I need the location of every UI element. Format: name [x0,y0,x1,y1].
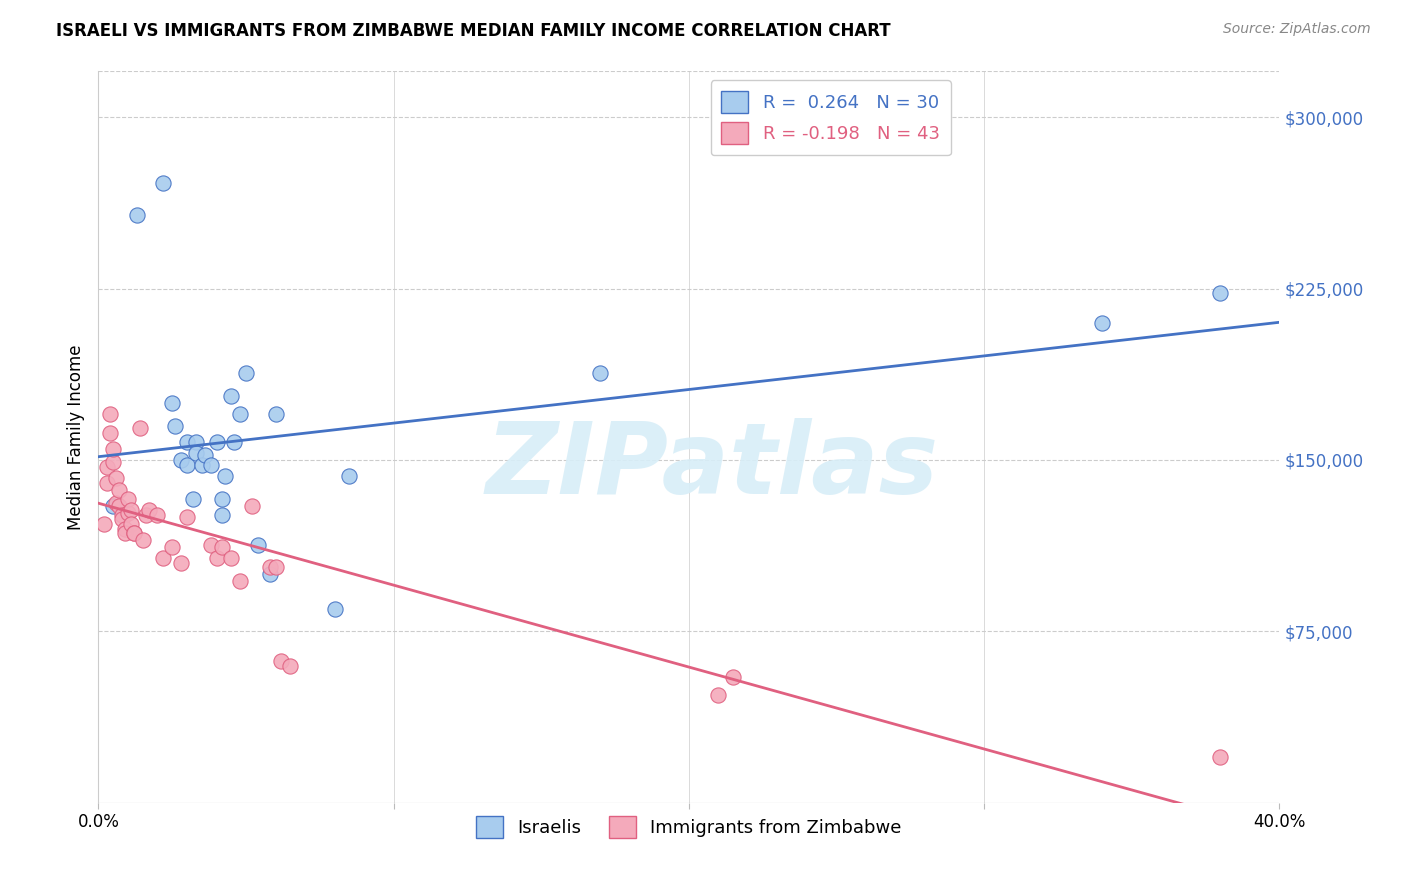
Point [176,434,198,449]
Point [184,446,207,460]
Text: ZIPatlas: ZIPatlas [486,417,939,515]
Point [108,499,131,513]
Point [146,508,169,522]
Point [111,512,134,526]
Point [120,516,142,531]
Point [205,434,228,449]
Point [96,475,118,490]
Point [128,421,150,435]
Point [170,453,193,467]
Point [162,396,183,410]
Point [224,434,246,449]
Point [259,567,281,582]
Point [117,506,139,520]
Point [1091,316,1114,330]
Point [132,533,155,547]
Point [259,560,281,574]
Point [114,521,136,535]
Point [229,574,252,588]
Point [122,526,145,541]
Point [103,442,125,456]
Point [339,469,361,483]
Point [111,508,134,522]
Point [114,526,136,541]
Point [176,458,198,472]
Point [138,503,160,517]
Point [246,537,269,551]
Point [98,425,121,440]
Point [1209,286,1232,301]
Point [214,469,236,483]
Point [323,601,346,615]
Point [181,491,204,506]
Point [165,418,187,433]
Point [205,551,228,566]
Point [707,689,730,703]
Point [105,471,128,485]
Point [122,526,145,541]
Point [200,458,222,472]
Point [280,658,302,673]
Point [211,540,233,554]
Point [221,389,243,403]
Point [589,366,612,380]
Point [152,177,174,191]
Point [108,483,131,497]
Legend: Israelis, Immigrants from Zimbabwe: Israelis, Immigrants from Zimbabwe [470,808,908,845]
Point [221,551,243,566]
Point [184,434,207,449]
Point [152,551,174,566]
Point [264,407,287,421]
Point [117,491,139,506]
Point [191,458,214,472]
Point [93,516,115,531]
Point [170,556,193,570]
Point [270,654,292,668]
Point [176,510,198,524]
Point [96,459,118,474]
Point [135,508,157,522]
Point [105,496,128,510]
Point [103,499,125,513]
Point [211,491,233,506]
Point [162,540,183,554]
Point [229,407,252,421]
Point [235,366,257,380]
Point [1209,750,1232,764]
Point [211,508,233,522]
Point [125,208,148,222]
Point [120,503,142,517]
Point [194,448,217,462]
Point [723,670,745,684]
Point [264,560,287,574]
Y-axis label: Median Family Income: Median Family Income [67,344,86,530]
Point [98,407,121,421]
Text: ISRAELI VS IMMIGRANTS FROM ZIMBABWE MEDIAN FAMILY INCOME CORRELATION CHART: ISRAELI VS IMMIGRANTS FROM ZIMBABWE MEDI… [56,22,891,40]
Text: Source: ZipAtlas.com: Source: ZipAtlas.com [1223,22,1371,37]
Point [240,499,263,513]
Point [103,455,125,469]
Point [200,537,222,551]
